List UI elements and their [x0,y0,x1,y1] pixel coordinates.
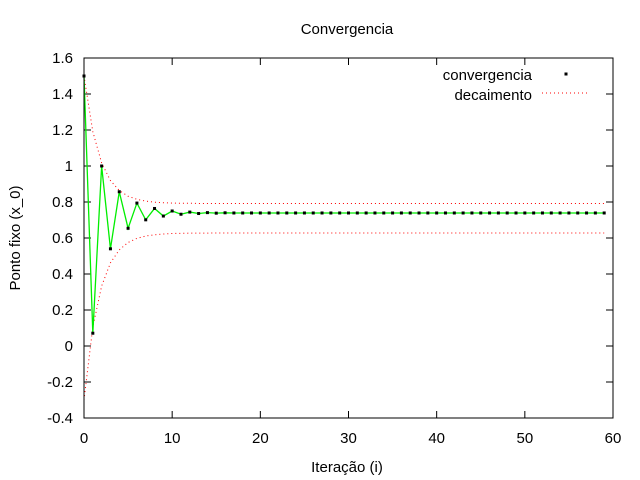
x-tick-label: 40 [428,430,445,447]
convergencia-point [479,211,483,215]
convergencia-point [153,206,157,210]
convergencia-point [320,211,324,215]
x-tick-label: 30 [340,430,357,447]
convergencia-point [399,211,403,215]
y-tick-label: -0.2 [47,374,73,391]
convergencia-point [250,211,254,215]
x-axis-label: Iteração (i) [311,459,383,476]
convergencia-point [496,211,500,215]
axis-ticks: -0.4 -0.2 0 0.2 0.4 0.6 0.8 1 1.2 1.4 1.6 0 10 20 30 40… [47,50,621,447]
x-tick-label: 10 [164,430,181,447]
convergencia-point [549,211,553,215]
convergencia-point [364,211,368,215]
series-layer [82,74,606,401]
convergencia-point [197,212,201,216]
legend: convergencia decaimento [443,67,590,104]
convergencia-point [523,211,527,215]
convergencia-point [232,211,236,215]
convergencia-point [488,211,492,215]
convergencia-point [461,211,465,215]
convergencia-point [355,211,359,215]
convergencia-point [532,211,536,215]
convergencia-point [452,211,456,215]
x-tick-label: 20 [252,430,269,447]
convergencia-point [391,211,395,215]
y-tick-label: 0.4 [52,266,73,283]
convergencia-point [576,211,580,215]
y-tick-label: 0 [65,338,73,355]
convergencia-point [179,212,183,216]
convergencia-point [126,226,130,230]
legend-label-convergencia: convergencia [443,67,533,84]
convergencia-point [382,211,386,215]
convergencia-point [258,211,262,215]
convergencia-point [161,214,165,218]
convergencia-point [241,211,245,215]
convergencia-point [373,211,377,215]
convergencia-point [505,211,509,215]
y-tick-label: 1 [65,158,73,175]
convergencia-point [408,211,412,215]
convergencia-point [302,211,306,215]
convergencia-point [585,211,589,215]
convergencia-point [276,211,280,215]
convergencia-point [267,211,271,215]
convergencia-point [214,211,218,215]
convergencia-point [329,211,333,215]
convergencia-point [567,211,571,215]
convergencia-point [514,211,518,215]
convergencia-point [540,211,544,215]
y-tick-label: 1.2 [52,122,73,139]
legend-swatch-convergencia [564,72,568,76]
x-tick-label: 50 [516,430,533,447]
convergencia-point [470,211,474,215]
convergencia-point [205,211,209,215]
convergencia-point [347,211,350,215]
convergencia-point [417,211,421,215]
convergencia-point [285,211,289,215]
chart-title: Convergencia [301,21,394,38]
convergencia-point [311,211,315,215]
convergencia-point [338,211,342,215]
x-tick-label: 60 [605,430,622,447]
decaimento-lower-line [83,232,605,401]
plot-frame [83,57,614,419]
convergencia-point [294,211,298,215]
convergencia-point [91,331,95,335]
x-tick-label: 0 [80,430,88,447]
convergencia-point [435,211,439,215]
convergencia-point [602,211,606,215]
y-tick-label: 0.8 [52,194,73,211]
convergencia-point [443,211,447,215]
y-tick-label: 1.6 [52,50,73,67]
convergencia-point [426,211,430,215]
convergencia-point [593,211,597,215]
convergencia-point [135,201,139,205]
y-tick-label: -0.4 [47,410,73,427]
convergencia-point [558,211,562,215]
y-axis-label: Ponto fixo (x_0) [7,185,24,290]
convergencia-point [117,190,121,194]
legend-label-decaimento: decaimento [454,87,532,104]
convergencia-point [108,247,112,251]
y-tick-label: 0.6 [52,230,73,247]
convergencia-point [144,218,148,222]
convergencia-point [188,210,192,214]
y-tick-label: 0.2 [52,302,73,319]
convergencia-point [100,164,104,168]
y-tick-label: 1.4 [52,86,73,103]
convergencia-point [223,211,227,215]
convergencia-point [170,209,174,213]
